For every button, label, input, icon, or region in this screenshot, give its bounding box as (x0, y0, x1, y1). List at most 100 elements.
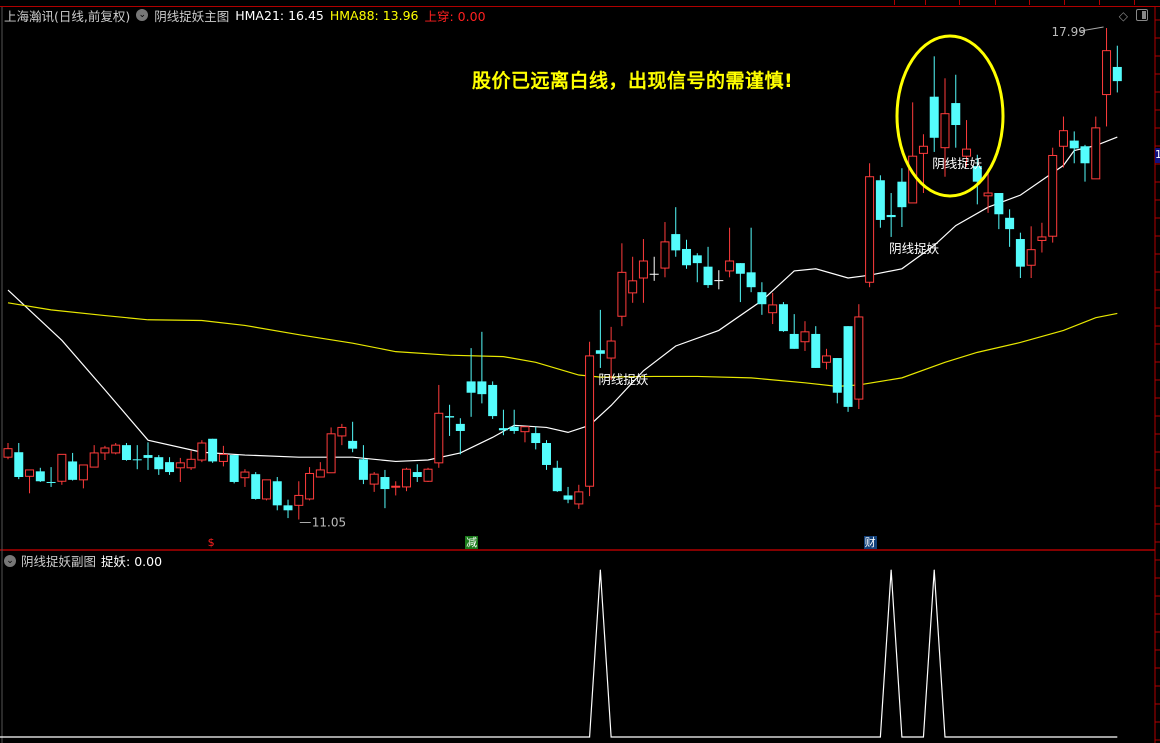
candle (197, 440, 207, 463)
toolbar-tab[interactable] (925, 0, 926, 5)
toolbar-tab[interactable] (995, 0, 996, 5)
low-price-label: 11.05 (312, 516, 346, 530)
candle (682, 239, 692, 269)
toolbar-strip (0, 0, 1160, 7)
candle (412, 464, 422, 482)
candle (1091, 116, 1101, 180)
diamond-icon[interactable]: ◇ (1118, 9, 1128, 23)
candle (789, 314, 799, 349)
candle (1026, 226, 1036, 278)
candle (585, 341, 595, 497)
candle-body (369, 473, 379, 485)
candle (358, 445, 368, 485)
candle-body (671, 234, 681, 251)
candle (778, 302, 788, 332)
candle-body (714, 280, 724, 282)
candle-body (617, 271, 627, 317)
candle-body (886, 214, 896, 218)
candle (940, 78, 950, 177)
toolbar-tab[interactable] (1099, 0, 1100, 5)
event-marker[interactable]: 财 (863, 536, 877, 549)
candle-body (3, 448, 13, 458)
candle (455, 418, 465, 455)
candle (369, 472, 379, 492)
candle-body (412, 472, 422, 478)
candle (509, 409, 519, 434)
candle (401, 467, 411, 492)
candle-body (735, 263, 745, 274)
candle-body (498, 428, 508, 431)
candle (595, 309, 605, 368)
candle (337, 423, 347, 446)
candle (617, 243, 627, 327)
event-marker[interactable]: 减 (465, 536, 479, 549)
candle (908, 102, 918, 204)
candle (498, 409, 508, 436)
panel-toggle-icon[interactable] (1136, 9, 1148, 21)
toolbar-tab[interactable] (894, 0, 895, 5)
candle (208, 438, 218, 463)
candle (531, 426, 541, 450)
candle-body (552, 467, 562, 492)
candle-body (1026, 249, 1036, 266)
candle-body (606, 340, 616, 359)
toolbar-tab[interactable] (1029, 0, 1030, 5)
high-arrow-icon (1080, 26, 1104, 32)
toolbar-tab[interactable] (1134, 0, 1135, 5)
candle (552, 460, 562, 492)
candle-body (649, 273, 659, 275)
candle (1112, 45, 1122, 93)
candle-body (682, 248, 692, 266)
candle (832, 358, 842, 404)
candle-body (358, 459, 368, 480)
toolbar-tab[interactable] (1064, 0, 1065, 5)
candle-body (111, 444, 121, 454)
candle-body (445, 416, 455, 418)
candle (951, 74, 961, 148)
candle-body (208, 438, 218, 462)
candle-body (757, 292, 767, 305)
candle-body (89, 452, 99, 468)
sub-indicator-name[interactable]: 阴线捉妖副图 (21, 554, 97, 569)
candle-body (595, 350, 605, 354)
candle (692, 253, 702, 283)
indicator-name[interactable]: 阴线捉妖主图 (154, 8, 230, 24)
candle (1048, 147, 1058, 243)
candle (46, 467, 56, 487)
candle-body (46, 481, 56, 483)
candle-body (542, 443, 551, 465)
event-marker[interactable]: $ (207, 536, 215, 549)
candle-body (401, 468, 411, 488)
candle (283, 499, 293, 519)
candle (3, 443, 13, 460)
toolbar-tab[interactable] (959, 0, 960, 5)
candle (768, 292, 778, 325)
candle (315, 462, 325, 478)
candle-body (132, 459, 142, 461)
candle (994, 193, 1004, 230)
candle (132, 445, 142, 470)
candle (1080, 144, 1090, 182)
candle (14, 443, 24, 480)
candle-body (1112, 66, 1122, 82)
candle (628, 256, 638, 303)
hma21-value: HMA21: 16.45 (235, 7, 324, 23)
candle-body (563, 495, 573, 500)
annotation-headline: 股价已远离白线，出现信号的需谨慎! (472, 70, 794, 92)
sub-indicator-menu-icon[interactable]: ⌄ (4, 554, 16, 567)
candle (175, 457, 185, 482)
signal-peak (933, 569, 935, 571)
indicator-menu-icon[interactable]: ⌄ (136, 9, 149, 21)
high-price-label: 17.99 (1052, 25, 1086, 39)
candle-body (294, 494, 304, 506)
candle-body (68, 461, 78, 480)
candle (380, 469, 390, 509)
candle-body (994, 193, 1004, 215)
candle (434, 384, 444, 468)
ma-line-hma21 (7, 136, 1118, 463)
candle (261, 479, 271, 501)
candle (703, 246, 713, 288)
candle-body (305, 472, 315, 500)
candle (660, 222, 670, 278)
